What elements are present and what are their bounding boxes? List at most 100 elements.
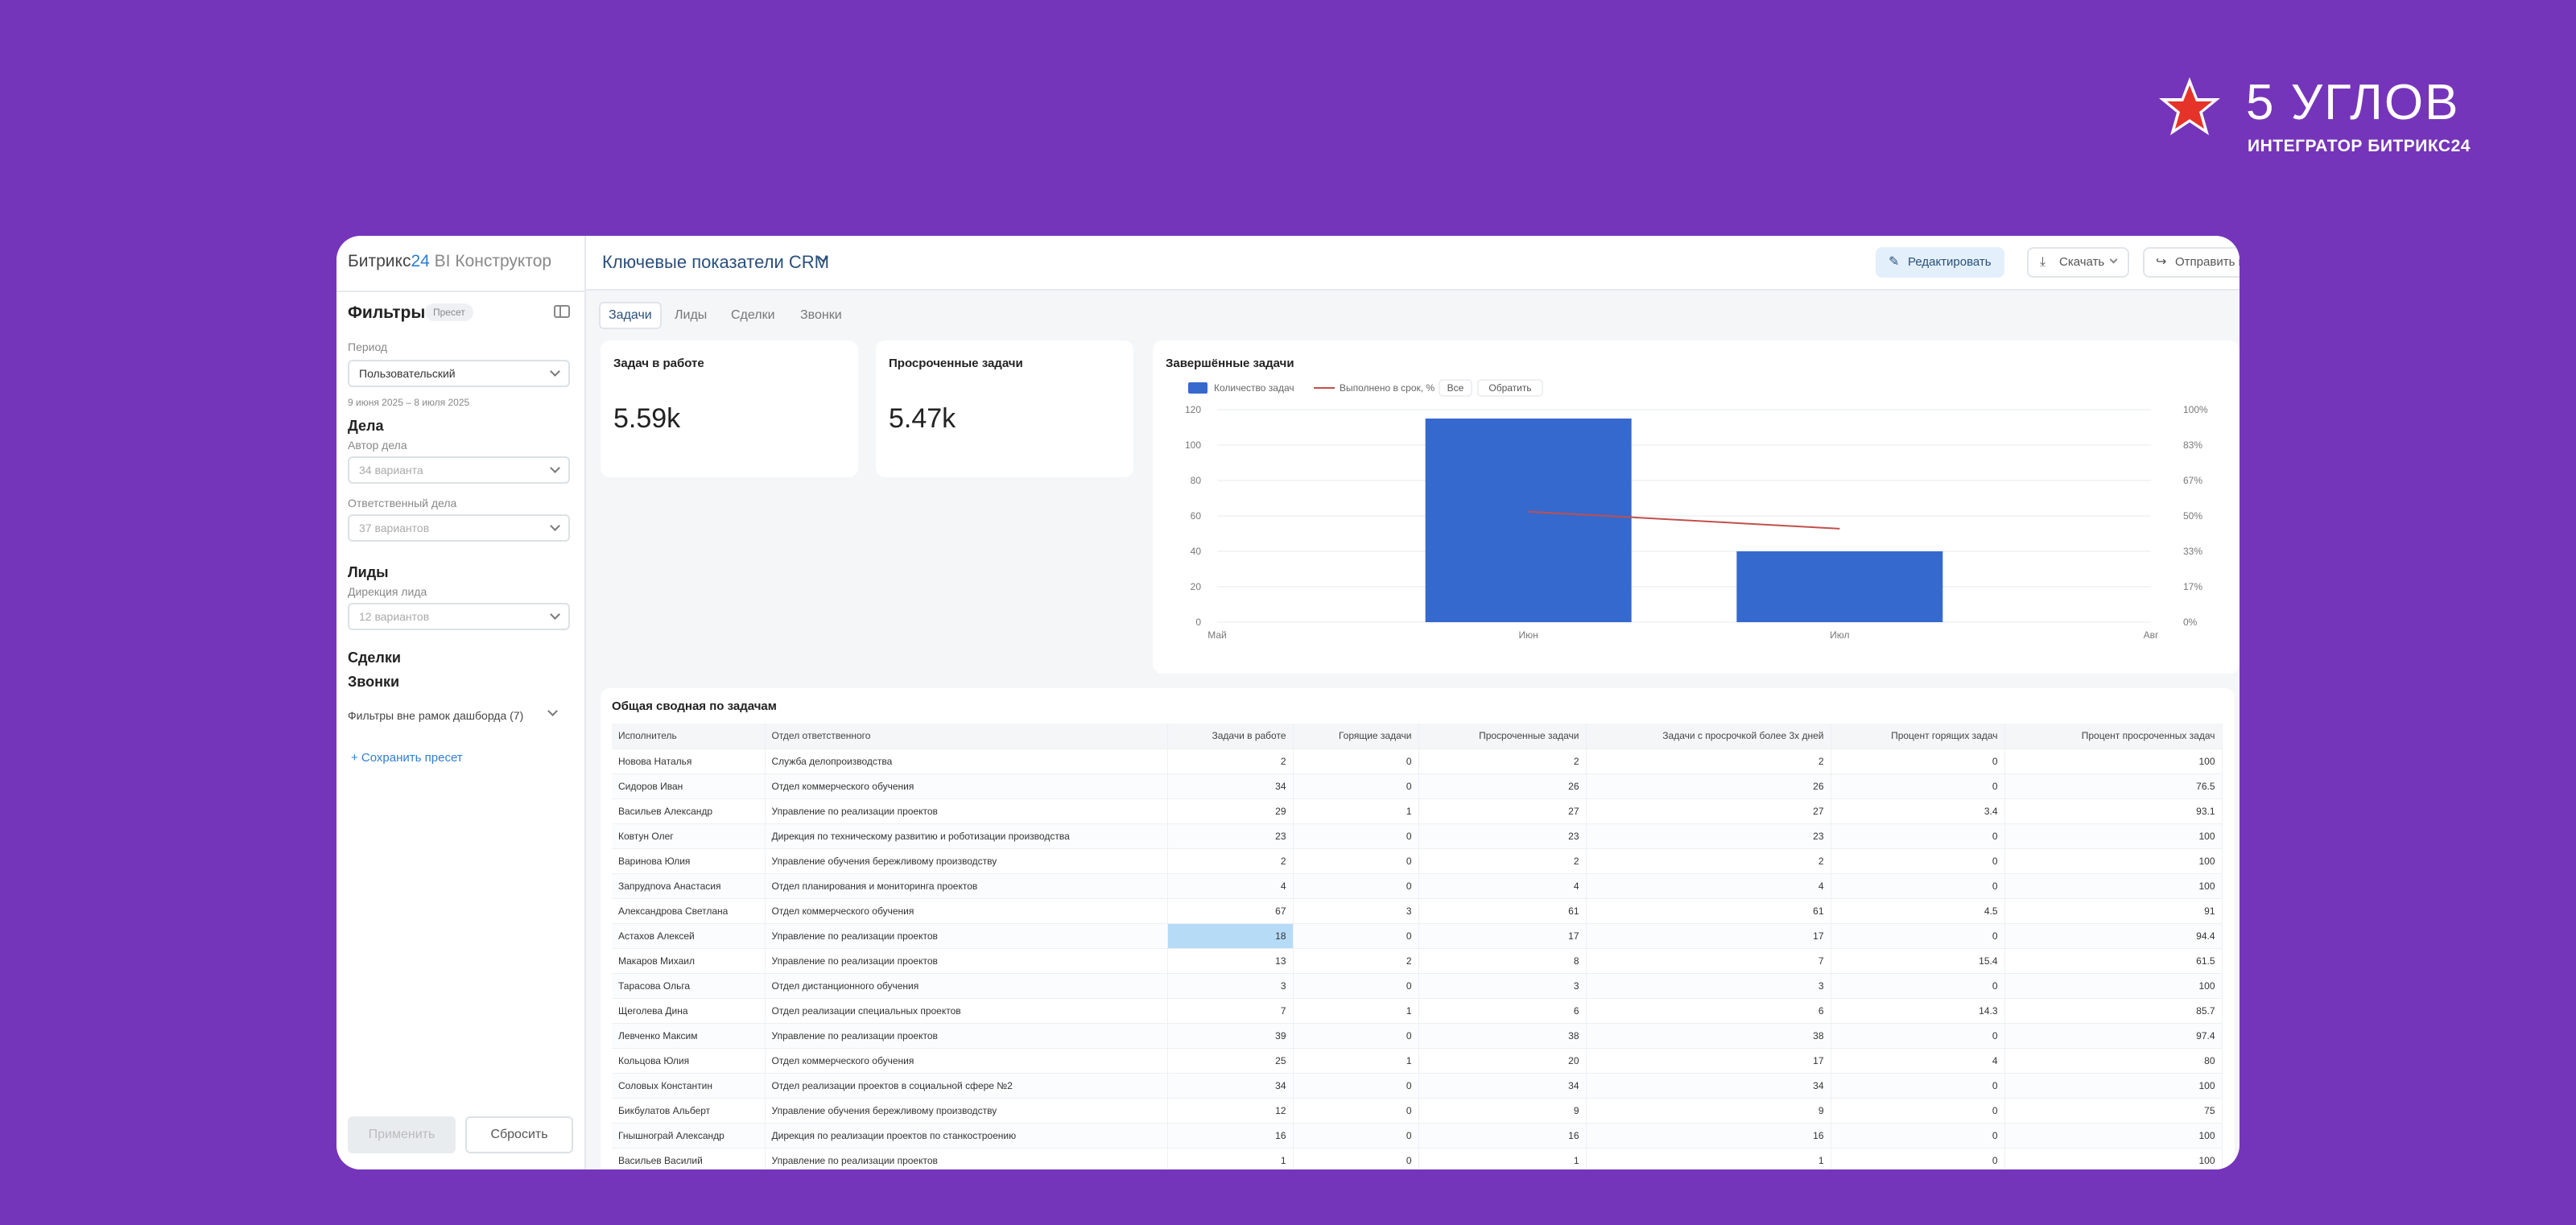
table-row[interactable]: Варинова Юлия Управление обучения бережли… bbox=[612, 848, 2223, 874]
table-cell: Васильев Александр bbox=[612, 798, 766, 824]
table-row[interactable]: Ковтун Олег Дирекция по техническому разв… bbox=[612, 823, 2223, 849]
column-header[interactable]: Исполнитель bbox=[612, 724, 766, 749]
table-row[interactable]: Щеголева Дина Отдел реализации специальны… bbox=[612, 998, 2223, 1024]
legend-button[interactable] bbox=[1439, 379, 1472, 397]
table-header-row: Исполнитель Отдел ответственного Задачи в … bbox=[612, 724, 2223, 749]
collapse-panel-icon[interactable] bbox=[554, 305, 570, 318]
column-header[interactable]: Процент просроченных задач bbox=[2004, 724, 2223, 749]
chevron-down-icon bbox=[550, 463, 560, 473]
table-row[interactable]: Гнышнограй Александр Дирекция по реализац… bbox=[612, 1123, 2223, 1149]
table-cell: 4 bbox=[1418, 873, 1587, 899]
table-cell: 0 bbox=[1831, 773, 2005, 799]
table-cell: 23 bbox=[1418, 823, 1587, 849]
period-select[interactable]: Пользовательский bbox=[348, 360, 570, 387]
table-cell: 0 bbox=[1293, 973, 1419, 999]
table-cell: 85.7 bbox=[2004, 998, 2223, 1024]
table-cell: 27 bbox=[1586, 798, 1831, 824]
preset-chip[interactable]: Пресет bbox=[425, 303, 473, 321]
table-row[interactable]: Тарасова Ольга Отдел дистанционного обуче… bbox=[612, 973, 2223, 999]
table-row[interactable]: Сидоров Иван Отдел коммерческого обучения… bbox=[612, 773, 2223, 799]
filters-title: Фильтры bbox=[348, 303, 426, 322]
table-cell: 1 bbox=[1293, 1048, 1419, 1074]
outside-filters-toggle[interactable]: Фильтры вне рамок дашборда (7) bbox=[348, 709, 524, 722]
table-row[interactable]: Макаров Михаил Управление по реализации п… bbox=[612, 948, 2223, 974]
y2-tick-label: 100% bbox=[2183, 404, 2208, 415]
table-cell: 61 bbox=[1586, 898, 1831, 924]
filters-sidebar: Битрикс24 BI Конструктор Фильтры Пресет … bbox=[336, 236, 586, 1169]
kpi-card-tasks-in-progress: Задач в работе 5.59k bbox=[601, 340, 858, 477]
table-cell: Щеголева Дина bbox=[612, 998, 766, 1024]
table-row[interactable]: Бикбулатов Альберт Управление обучения бе… bbox=[612, 1098, 2223, 1124]
x-tick-label: Июн bbox=[1519, 629, 1538, 641]
table-cell: 61.5 bbox=[2004, 948, 2223, 974]
chart-title: Завершённые задачи bbox=[1166, 357, 1294, 370]
table-row[interactable]: Новова Наталья Служба делопроизводства 2 0 2… bbox=[612, 749, 2223, 774]
tab-leads[interactable]: Лиды bbox=[675, 308, 708, 322]
table-cell: 0 bbox=[1293, 848, 1419, 874]
column-header[interactable]: Процент горящих задач bbox=[1831, 724, 2005, 749]
dashboard-title[interactable]: Ключевые показатели CRM bbox=[602, 252, 829, 272]
table-row[interactable]: Васильев Александр Управление по реализац… bbox=[612, 798, 2223, 824]
x-tick-label: Авг bbox=[2144, 629, 2159, 641]
save-preset-link[interactable]: + Сохранить пресет bbox=[351, 751, 463, 765]
section-sales[interactable]: Сделки bbox=[348, 650, 401, 666]
legend-button-label[interactable]: Все bbox=[1447, 382, 1464, 394]
table-cell: Управление обучения бережливому производ… bbox=[765, 1098, 1168, 1124]
download-button[interactable]: ⤓ Скачать bbox=[2027, 247, 2130, 278]
column-header[interactable]: Отдел ответственного bbox=[765, 724, 1168, 749]
y2-tick-label: 83% bbox=[2183, 439, 2202, 451]
table-row[interactable]: Соловых Константин Отдел реализации проек… bbox=[612, 1073, 2223, 1099]
y-tick-label: 20 bbox=[1191, 581, 1202, 592]
legend-button-label[interactable]: Обратить bbox=[1488, 382, 1531, 394]
legend-button[interactable] bbox=[1477, 379, 1543, 397]
star-logo-icon bbox=[2159, 77, 2220, 135]
table-cell: 2 bbox=[1586, 749, 1831, 774]
legend-label[interactable]: Количество задач bbox=[1214, 382, 1294, 394]
responsible-select[interactable]: 37 вариантов bbox=[348, 514, 570, 542]
table-row[interactable]: Александрова Светлана Отдел коммерческого… bbox=[612, 898, 2223, 924]
table-cell: 7 bbox=[1167, 998, 1294, 1024]
kpi-value: 5.59k bbox=[613, 403, 681, 434]
column-header[interactable]: Горящие задачи bbox=[1293, 724, 1419, 749]
table-cell: 0 bbox=[1831, 749, 2005, 774]
table-row[interactable]: Кольцова Юлия Отдел коммерческого обучени… bbox=[612, 1048, 2223, 1074]
table-cell: Управление по реализации проектов bbox=[765, 798, 1168, 824]
legend-label[interactable]: Выполнено в срок, % bbox=[1340, 382, 1435, 394]
reset-button[interactable]: Сбросить bbox=[465, 1116, 573, 1153]
table-row[interactable]: Запрудnova Анастасия Отдел планирования и… bbox=[612, 873, 2223, 899]
chevron-down-icon[interactable] bbox=[547, 706, 558, 716]
table-row[interactable]: Васильев Василий Управление по реализации… bbox=[612, 1148, 2223, 1169]
author-select[interactable]: 34 варианта bbox=[348, 456, 570, 484]
period-dates: 9 июня 2025 – 8 июля 2025 bbox=[348, 397, 470, 408]
bar[interactable] bbox=[1736, 551, 1943, 622]
tab-tasks[interactable]: Задачи bbox=[599, 302, 662, 329]
tab-sales[interactable]: Сделки bbox=[731, 308, 775, 322]
edit-button[interactable]: ✎ Редактировать bbox=[1876, 247, 2004, 278]
bar[interactable] bbox=[1425, 419, 1632, 622]
tab-calls[interactable]: Звонки bbox=[800, 308, 842, 322]
sidebar-divider bbox=[336, 291, 586, 292]
line-series bbox=[1528, 510, 1840, 530]
table-cell: Служба делопроизводства bbox=[765, 749, 1168, 774]
kpi-title: Просроченные задачи bbox=[889, 357, 1023, 370]
responsible-select-value: 37 вариантов bbox=[359, 522, 430, 534]
table-cell: 0 bbox=[1831, 1098, 2005, 1124]
dashboard-tabs: Задачи Лиды Сделки Звонки bbox=[586, 291, 2240, 332]
table-cell: 25 bbox=[1167, 1048, 1294, 1074]
lead-direction-select[interactable]: 12 вариантов bbox=[348, 603, 570, 630]
send-to-chat-button[interactable]: ↪ Отправить в чат bbox=[2143, 247, 2240, 278]
table-row[interactable]: Астахов Алексей Управление по реализации … bbox=[612, 923, 2223, 949]
y-tick-label: 80 bbox=[1191, 475, 1202, 486]
column-header[interactable]: Просроченные задачи bbox=[1418, 724, 1587, 749]
x-tick-label: Июл bbox=[1830, 629, 1849, 641]
table-cell: 100 bbox=[2004, 1148, 2223, 1169]
table-cell: 26 bbox=[1586, 773, 1831, 799]
table-cell: Гнышнограй Александр bbox=[612, 1123, 766, 1149]
table-row[interactable]: Левченко Максим Управление по реализации … bbox=[612, 1023, 2223, 1049]
column-header[interactable]: Задачи с просрочкой более 3х дней bbox=[1586, 724, 1831, 749]
section-calls[interactable]: Звонки bbox=[348, 674, 400, 690]
column-header[interactable]: Задачи в работе bbox=[1167, 724, 1294, 749]
kpi-card-overdue-tasks: Просроченные задачи 5.47k bbox=[876, 340, 1133, 477]
apply-button[interactable]: Применить bbox=[348, 1116, 456, 1153]
chevron-down-icon bbox=[550, 609, 560, 620]
